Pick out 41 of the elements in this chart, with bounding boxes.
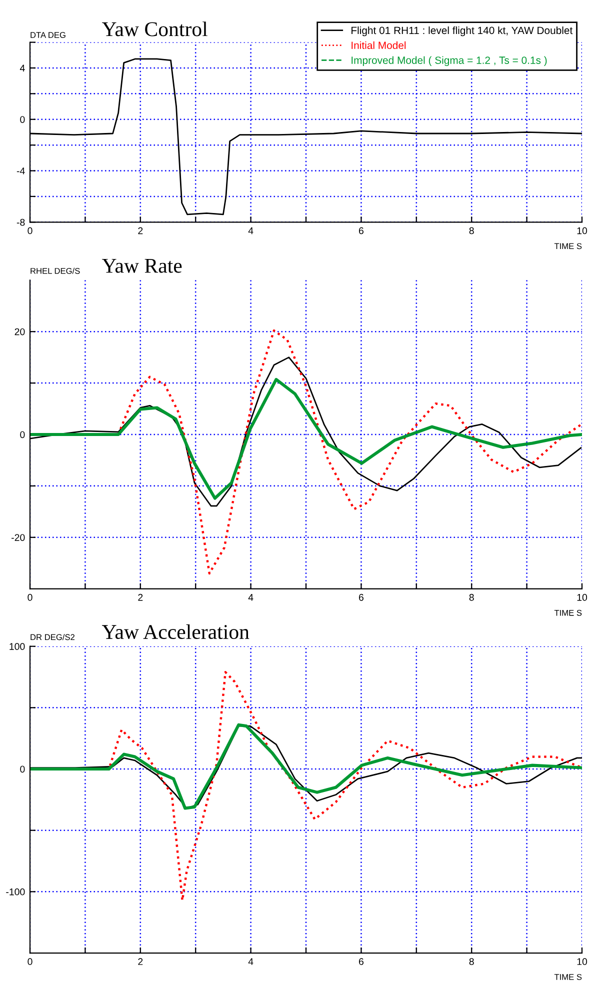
chart-title: Yaw Rate xyxy=(102,258,182,273)
x-tick-label: 4 xyxy=(248,594,254,601)
x-tick-label: 10 xyxy=(577,594,588,601)
x-tick-label: 10 xyxy=(577,227,588,234)
y-axis-title: RHEL DEG/S xyxy=(30,268,80,274)
y-tick-label: 100 xyxy=(10,643,25,650)
y-tick-label: 20 xyxy=(14,328,25,336)
line-series xyxy=(30,378,582,500)
x-axis-title: TIME S xyxy=(554,610,582,616)
x-tick-label: 0 xyxy=(28,958,32,966)
x-tick-label: 2 xyxy=(138,594,143,601)
x-tick-label: 8 xyxy=(469,594,474,601)
y-axis-title: DTA DEG xyxy=(30,32,66,38)
y-tick-label: -100 xyxy=(6,888,25,896)
x-tick-label: 6 xyxy=(358,227,364,234)
legend-label: Initial Model xyxy=(352,41,406,50)
x-tick-label: 0 xyxy=(28,594,32,601)
x-tick-label: 6 xyxy=(358,958,364,966)
x-tick-label: 4 xyxy=(248,958,254,965)
x-tick-label: 0 xyxy=(28,227,32,234)
y-axis-title: DR DEG/S2 xyxy=(30,634,74,640)
x-axis-title: TIME S xyxy=(554,974,582,980)
y-tick-label: -4 xyxy=(16,168,25,174)
x-tick-label: 2 xyxy=(138,958,143,965)
x-tick-label: 8 xyxy=(469,227,474,234)
x-axis-title: TIME S xyxy=(554,243,582,250)
y-tick-label: 0 xyxy=(20,431,25,438)
y-tick-label: 0 xyxy=(20,766,25,773)
x-tick-label: 6 xyxy=(358,594,364,601)
x-tick-label: 10 xyxy=(577,958,588,966)
legend-label: Improved Model ( Sigma = 1.2 , Ts = 0.1s ) xyxy=(352,56,547,66)
y-tick-label: -20 xyxy=(12,534,25,541)
legend-label: Flight 01 RH11 : level flight 140 kt, YAW Doublet xyxy=(352,26,573,36)
x-tick-label: 2 xyxy=(138,227,143,234)
y-tick-label: 4 xyxy=(20,64,25,72)
x-tick-label: 8 xyxy=(469,958,474,966)
y-tick-label: 0 xyxy=(20,116,25,123)
x-tick-label: 4 xyxy=(248,227,254,234)
chart-title: Yaw Acceleration xyxy=(102,624,250,640)
y-tick-label: -8 xyxy=(16,218,25,226)
chart-title: Yaw Control xyxy=(102,22,208,36)
